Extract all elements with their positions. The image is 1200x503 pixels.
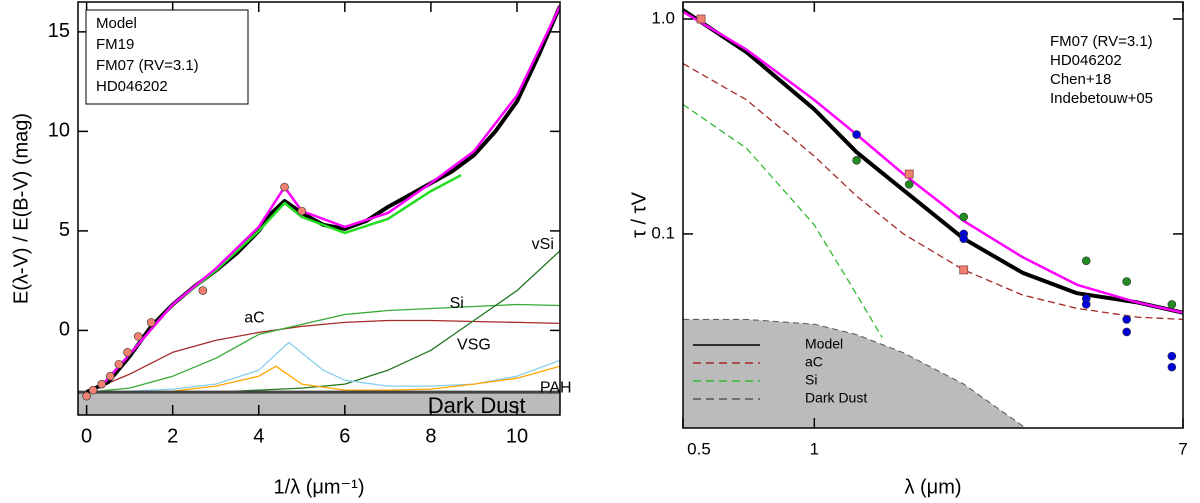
x-tick-label: 7 xyxy=(1178,439,1187,458)
curve-label: aC xyxy=(244,310,264,327)
data-point xyxy=(198,286,208,295)
legend-label: aC xyxy=(805,354,823,370)
data-point xyxy=(852,130,861,139)
curve-label: PAH xyxy=(540,379,572,396)
data-point xyxy=(696,14,706,24)
legend-label: Si xyxy=(805,372,817,388)
plot-area xyxy=(78,5,560,415)
area xyxy=(683,319,1026,428)
data-point xyxy=(114,359,124,369)
y-tick-label: 1.0 xyxy=(651,9,675,28)
x-tick-label: 2 xyxy=(167,425,178,447)
legend-label: FM07 (RV=3.1) xyxy=(96,57,199,74)
legend-label: Model xyxy=(805,336,843,352)
line xyxy=(683,8,1183,315)
data-point xyxy=(1122,277,1131,286)
plot-area xyxy=(683,8,1183,428)
data-point xyxy=(904,169,914,179)
x-tick-label: 0 xyxy=(81,425,92,447)
x-tick-label: 6 xyxy=(339,425,350,447)
x-tick-label: 0.5 xyxy=(687,439,711,458)
curve-label: VSG xyxy=(457,337,491,354)
data-point xyxy=(1167,351,1177,361)
data-point xyxy=(959,212,969,222)
data-point xyxy=(280,182,289,192)
data-point xyxy=(1122,327,1131,337)
data-point xyxy=(1081,256,1091,266)
line xyxy=(86,319,560,393)
x-tick-label: 4 xyxy=(253,425,264,447)
y-tick-label: 0.1 xyxy=(651,223,675,242)
legend-label: HD046202 xyxy=(96,78,168,95)
data-point xyxy=(88,385,98,395)
legend-box xyxy=(85,9,249,105)
area xyxy=(78,392,560,415)
line xyxy=(683,63,1183,321)
x-axis-label: 1/λ (μm⁻¹) xyxy=(274,476,365,498)
x-axis-label: λ (μm) xyxy=(904,476,961,498)
x-tick-label: 8 xyxy=(425,425,436,447)
data-point xyxy=(959,265,969,275)
plot-frame xyxy=(77,1,561,416)
legend-label: FM07 (RV=3.1) xyxy=(1050,33,1153,50)
curve-label: Si xyxy=(450,295,464,312)
data-point xyxy=(1122,315,1131,324)
data-point xyxy=(1081,300,1091,309)
data-point xyxy=(82,391,91,401)
line xyxy=(683,10,1183,314)
x-tick-label: 10 xyxy=(506,425,528,447)
data-point xyxy=(904,180,914,189)
legend-label: Chen+18 xyxy=(1050,71,1111,88)
data-point xyxy=(959,234,969,244)
line xyxy=(683,318,1026,428)
y-axis-label: E(λ-V) / E(B-V) (mag) xyxy=(10,113,32,304)
legend-label: Dark Dust xyxy=(805,390,867,406)
data-point xyxy=(297,206,307,216)
data-point xyxy=(852,156,861,165)
y-tick-label: 0 xyxy=(59,319,70,341)
data-point xyxy=(97,379,106,389)
legend-label: FM19 xyxy=(96,36,134,53)
data-point xyxy=(105,371,115,381)
y-tick-label: 10 xyxy=(48,120,70,142)
data-point xyxy=(123,348,132,357)
data-point xyxy=(146,318,156,327)
line xyxy=(683,103,883,338)
curve-label: Dark Dust xyxy=(428,393,526,418)
legend-label: Indebetouw+05 xyxy=(1050,90,1153,107)
legend-label: HD046202 xyxy=(1050,52,1122,69)
data-point xyxy=(1167,362,1177,372)
line xyxy=(86,303,560,393)
line xyxy=(98,174,462,389)
plot-frame xyxy=(682,1,1184,429)
y-tick-label: 5 xyxy=(59,219,70,241)
data-point xyxy=(1167,300,1177,309)
legend-label: Model xyxy=(96,15,137,32)
y-axis-label: τ / τV xyxy=(628,191,650,237)
y-tick-label: 15 xyxy=(48,20,70,42)
data-point xyxy=(133,332,143,341)
curve-label: vSi xyxy=(532,236,554,253)
x-tick-label: 1 xyxy=(810,439,819,458)
